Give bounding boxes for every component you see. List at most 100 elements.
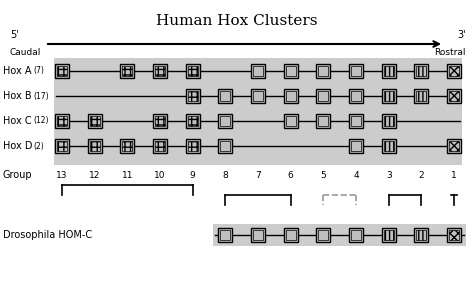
Bar [351,116,361,126]
Bar [188,141,198,151]
Bar [186,139,200,153]
Bar [316,228,330,242]
Bar [319,91,328,101]
Text: 12: 12 [89,171,100,180]
Text: Group: Group [3,170,33,180]
Text: 11: 11 [122,171,133,180]
Bar [251,89,265,103]
Bar [351,141,361,151]
Bar [55,114,69,128]
Text: 13: 13 [56,171,68,180]
Bar [414,228,428,242]
Bar [219,228,232,242]
Bar [286,66,296,76]
Text: (2): (2) [33,142,44,151]
Bar [449,230,459,240]
Bar [349,228,363,242]
Bar [54,58,462,165]
Bar [416,91,426,101]
Text: Hox D: Hox D [3,141,33,151]
Bar [253,91,263,101]
Bar [316,64,330,78]
Text: 3': 3' [457,30,466,40]
Bar [349,114,363,128]
Bar [220,91,230,101]
Bar [447,228,461,242]
Text: 9: 9 [190,171,196,180]
Bar [351,91,361,101]
Text: 4: 4 [353,171,359,180]
Bar [416,230,426,240]
Text: 10: 10 [154,171,166,180]
Bar [351,230,361,240]
Bar [251,64,265,78]
Bar [349,139,363,153]
Bar [383,141,394,151]
Bar [316,114,330,128]
Bar [120,139,134,153]
Bar [449,141,459,151]
Bar [383,91,394,101]
Bar [416,66,426,76]
Bar [283,89,298,103]
Bar [188,116,198,126]
Text: 8: 8 [222,171,228,180]
Bar [319,116,328,126]
Bar [382,139,396,153]
Text: Hox C: Hox C [3,116,32,126]
Bar [349,64,363,78]
Text: Rostral: Rostral [435,48,466,57]
Bar [351,66,361,76]
Bar [188,91,198,101]
Bar [153,64,167,78]
Bar [88,114,101,128]
Text: 6: 6 [288,171,293,180]
Bar [213,224,466,246]
Text: 1: 1 [451,171,457,180]
Bar [383,230,394,240]
Bar [253,230,263,240]
Bar [382,64,396,78]
Bar [447,89,461,103]
Bar [90,116,100,126]
Bar [219,89,232,103]
Bar [349,89,363,103]
Bar [122,66,132,76]
Text: (17): (17) [33,91,49,100]
Bar [251,228,265,242]
Text: 7: 7 [255,171,261,180]
Bar [155,116,165,126]
Bar [219,139,232,153]
Text: Drosophila HOM-C: Drosophila HOM-C [3,230,92,240]
Bar [57,116,67,126]
Bar [253,66,263,76]
Bar [449,66,459,76]
Bar [383,116,394,126]
Text: Hox B: Hox B [3,91,32,101]
Bar [220,116,230,126]
Bar [447,139,461,153]
Text: 3: 3 [386,171,392,180]
Bar [55,139,69,153]
Bar [383,66,394,76]
Bar [155,66,165,76]
Bar [153,139,167,153]
Bar [90,141,100,151]
Text: 5': 5' [10,30,19,40]
Bar [220,141,230,151]
Bar [414,64,428,78]
Text: Human Hox Clusters: Human Hox Clusters [156,14,318,28]
Bar [286,230,296,240]
Bar [382,89,396,103]
Bar [316,89,330,103]
Bar [447,64,461,78]
Bar [57,141,67,151]
Text: Hox A: Hox A [3,66,31,76]
Bar [88,139,101,153]
Bar [122,141,132,151]
Bar [186,64,200,78]
Bar [319,66,328,76]
Bar [55,64,69,78]
Text: (7): (7) [33,67,44,76]
Bar [286,116,296,126]
